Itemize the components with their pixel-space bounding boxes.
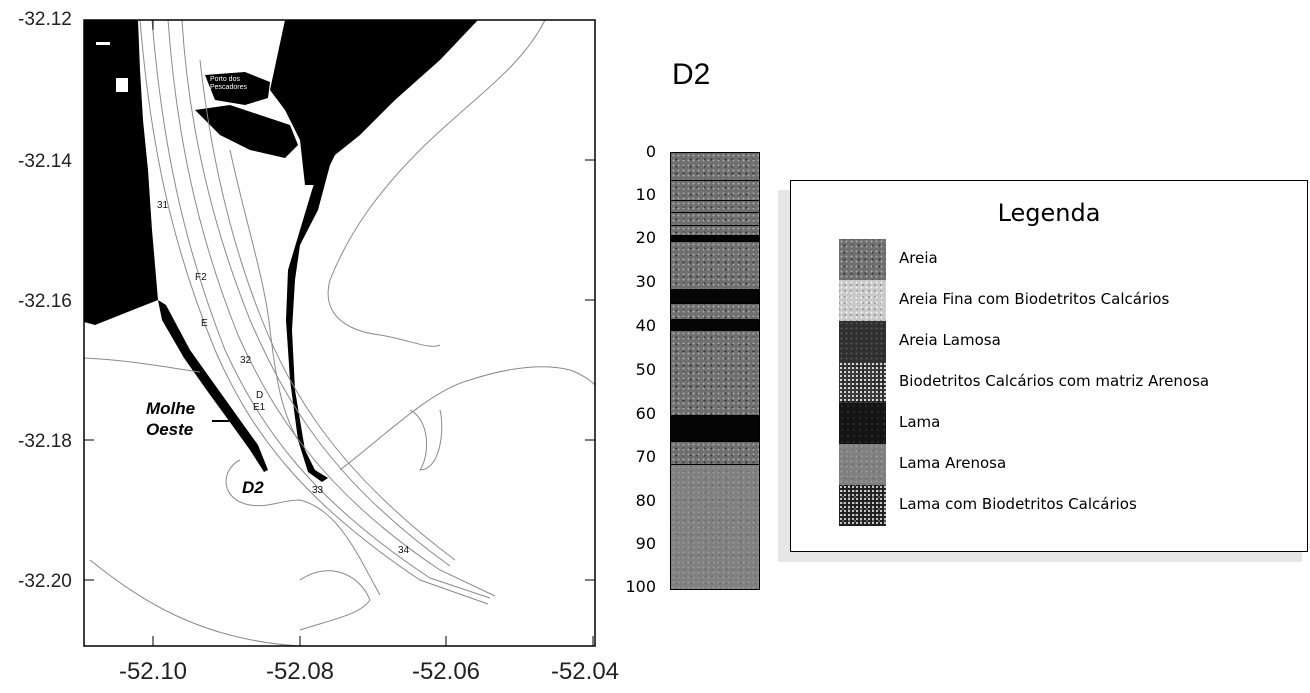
y-tick-label: -32.16 bbox=[18, 291, 72, 312]
legend-label: Lama Arenosa bbox=[899, 454, 1007, 472]
station-label: D bbox=[256, 390, 264, 401]
contour-label: 34 bbox=[398, 545, 410, 556]
legend-swatch bbox=[839, 321, 886, 362]
legend-label: Biodetritos Calcários com matriz Arenosa bbox=[899, 372, 1210, 390]
map-frame bbox=[83, 19, 596, 647]
contour-label: 33 bbox=[312, 485, 324, 496]
core-layer bbox=[671, 290, 759, 304]
legend-label: Areia Fina com Biodetritos Calcários bbox=[899, 290, 1170, 308]
depth-label: 10 bbox=[635, 185, 656, 204]
sediment-core-d2 bbox=[670, 152, 760, 590]
core-layer bbox=[671, 331, 759, 416]
depth-label: 30 bbox=[635, 272, 656, 291]
x-tick-label: -52.04 bbox=[550, 658, 620, 685]
legend-swatch bbox=[839, 239, 886, 280]
core-layer bbox=[671, 320, 759, 331]
depth-label: 90 bbox=[635, 534, 656, 553]
x-axis-ticks bbox=[152, 20, 594, 646]
legend-swatch bbox=[839, 485, 886, 526]
station-d2-label: D2 bbox=[242, 478, 264, 497]
core-layer bbox=[671, 236, 759, 242]
y-tick-label: -32.12 bbox=[18, 9, 72, 30]
depth-label: 0 bbox=[645, 142, 656, 161]
y-tick-label: -32.20 bbox=[18, 571, 72, 592]
core-layer bbox=[671, 153, 759, 181]
west-landmass bbox=[84, 20, 158, 325]
depth-label: 40 bbox=[635, 316, 656, 335]
station-label: F2 bbox=[195, 272, 207, 283]
east-jetty bbox=[286, 160, 330, 482]
core-layer bbox=[671, 416, 759, 442]
depth-label: 70 bbox=[635, 447, 656, 466]
x-tick-label: -52.06 bbox=[411, 658, 481, 685]
contour-label: 31 bbox=[157, 200, 169, 211]
core-layer bbox=[671, 226, 759, 236]
legend-swatch bbox=[839, 362, 886, 403]
island bbox=[205, 72, 270, 105]
core-layer bbox=[671, 181, 759, 201]
depth-label: 100 bbox=[625, 577, 656, 596]
legend: Legenda Areia Areia Fina com Biodetritos… bbox=[790, 180, 1308, 552]
depth-label: 60 bbox=[635, 404, 656, 423]
y-tick-label: -32.14 bbox=[18, 151, 72, 172]
core-layer bbox=[671, 242, 759, 290]
legend-label: Areia Lamosa bbox=[899, 331, 1001, 349]
y-tick-label: -32.18 bbox=[18, 431, 72, 452]
core-layer bbox=[671, 201, 759, 213]
depth-label: 80 bbox=[635, 491, 656, 510]
station-label: E1 bbox=[253, 402, 266, 413]
depth-label: 50 bbox=[635, 360, 656, 379]
molhe-oeste-label: Molhe Oeste bbox=[146, 399, 196, 439]
core-layer bbox=[671, 465, 759, 589]
contour-label: 32 bbox=[240, 355, 252, 366]
legend-swatch bbox=[839, 444, 886, 485]
x-tick-label: -52.08 bbox=[265, 658, 335, 685]
core-layer bbox=[671, 304, 759, 320]
x-tick-label: -52.10 bbox=[118, 658, 188, 685]
core-layer bbox=[671, 213, 759, 226]
legend-label: Lama bbox=[899, 413, 941, 431]
legend-label: Areia bbox=[899, 249, 938, 267]
station-label: E bbox=[201, 318, 208, 329]
island-label: Porto dos Pescadores bbox=[210, 76, 247, 91]
estuary-map bbox=[83, 19, 596, 647]
northeast-landmass bbox=[270, 20, 478, 185]
island bbox=[195, 105, 298, 158]
legend-label: Lama com Biodetritos Calcários bbox=[899, 495, 1137, 513]
core-title: D2 bbox=[672, 58, 711, 91]
y-axis-ticks bbox=[84, 19, 595, 581]
west-jetty bbox=[158, 300, 268, 472]
depth-label: 20 bbox=[635, 228, 656, 247]
legend-title: Legenda bbox=[997, 199, 1101, 227]
legend-swatch bbox=[839, 280, 886, 321]
core-layer bbox=[671, 442, 759, 465]
legend-swatch bbox=[839, 403, 886, 444]
